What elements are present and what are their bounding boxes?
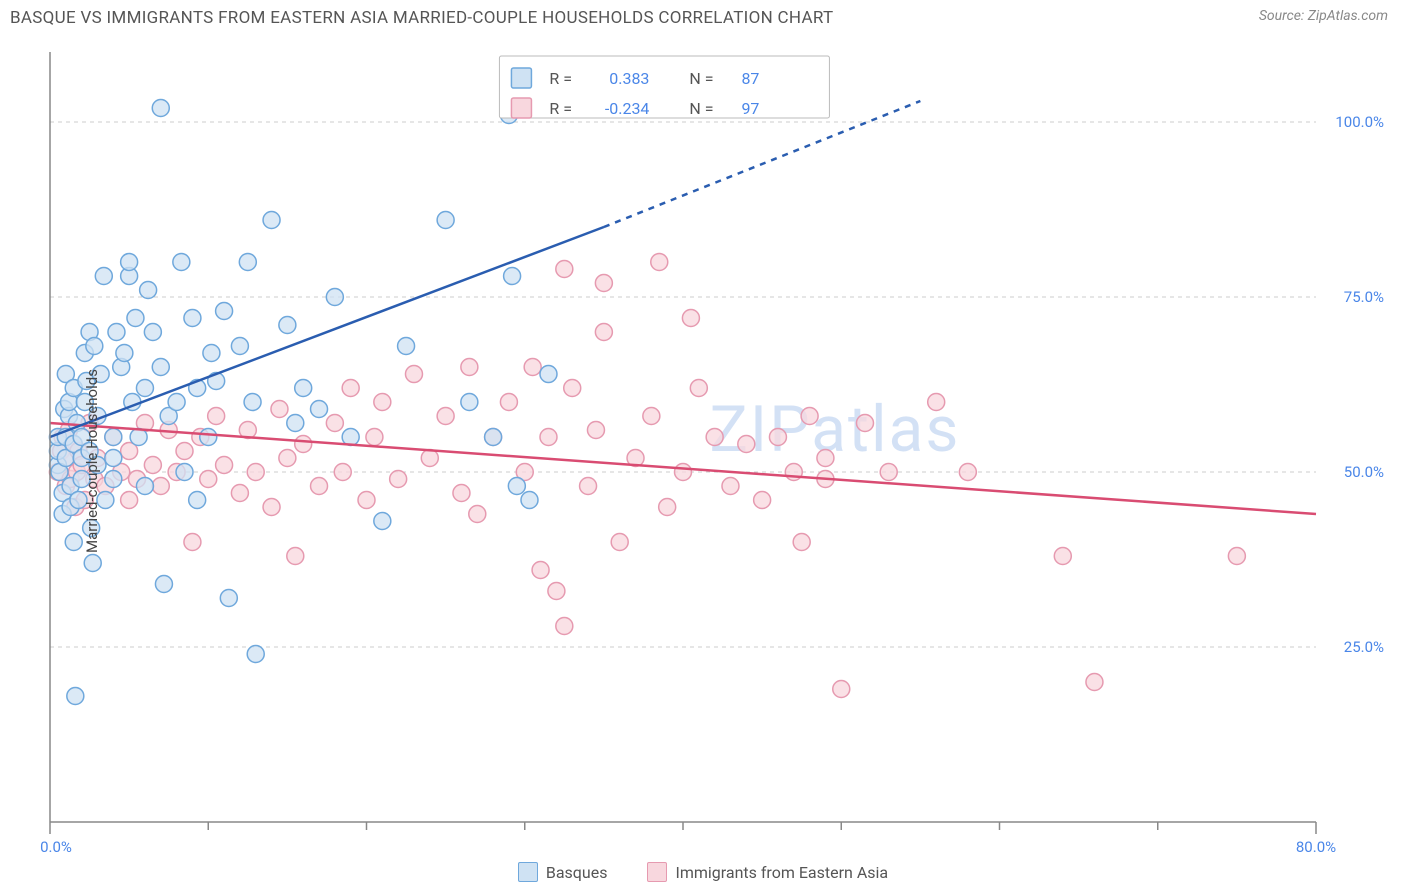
svg-text:25.0%: 25.0% — [1344, 638, 1384, 656]
chart-header: BASQUE VS IMMIGRANTS FROM EASTERN ASIA M… — [0, 0, 1406, 28]
svg-text:0.383: 0.383 — [609, 69, 649, 88]
svg-text:87: 87 — [741, 69, 759, 88]
legend-label: Basques — [546, 863, 608, 882]
legend-swatch-pink — [647, 862, 667, 882]
svg-text:R =: R = — [549, 69, 572, 88]
svg-text:97: 97 — [741, 99, 759, 118]
svg-text:50.0%: 50.0% — [1344, 463, 1384, 481]
svg-text:80.0%: 80.0% — [1296, 838, 1336, 856]
scatter-chart: 25.0% 50.0% 75.0% 100.0% ZIPatlas 0.0% 80.0% R … — [10, 40, 1396, 882]
legend: Basques Immigrants from Eastern Asia — [10, 862, 1396, 882]
svg-text:ZIPatlas: ZIPatlas — [709, 392, 960, 467]
svg-text:75.0%: 75.0% — [1344, 288, 1384, 306]
svg-text:0.0%: 0.0% — [40, 838, 72, 856]
legend-item-basques: Basques — [518, 862, 608, 882]
svg-text:N =: N = — [689, 69, 713, 88]
y-axis-label: Married-couple Households — [83, 369, 101, 553]
legend-label: Immigrants from Eastern Asia — [675, 863, 888, 882]
chart-area: Married-couple Households 25.0% 50.0% 75.0… — [10, 40, 1396, 882]
chart-title: BASQUE VS IMMIGRANTS FROM EASTERN ASIA M… — [10, 8, 833, 28]
svg-text:100.0%: 100.0% — [1335, 113, 1384, 131]
svg-text:N =: N = — [689, 99, 713, 118]
legend-item-immigrants: Immigrants from Eastern Asia — [647, 862, 888, 882]
svg-text:-0.234: -0.234 — [605, 99, 650, 118]
legend-swatch-blue — [518, 862, 538, 882]
svg-text:R =: R = — [549, 99, 572, 118]
chart-source: Source: ZipAtlas.com — [1259, 8, 1388, 24]
